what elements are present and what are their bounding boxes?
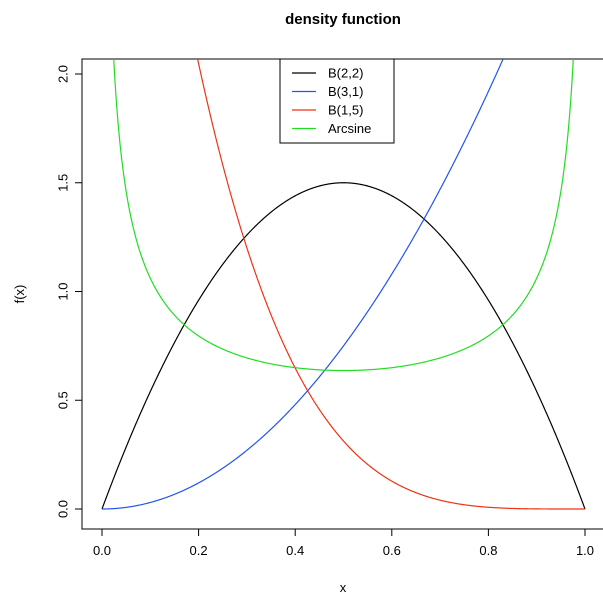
x-tick-label: 0.8: [479, 543, 497, 558]
x-axis-label: x: [340, 580, 347, 595]
legend: B(2,2) B(3,1) B(1,5) Arcsine: [279, 58, 395, 144]
series-line-arcsine: [113, 59, 574, 372]
y-axis-label: f(x): [12, 285, 27, 304]
series-line-b-1-5-: [196, 59, 585, 510]
legend-label: B(2,2): [328, 66, 363, 81]
y-tick-label: 0.0: [55, 500, 70, 518]
y-axis: 0.0 0.5 1.0 1.5 2.0: [55, 65, 83, 518]
x-axis: 0.0 0.2 0.4 0.6 0.8 1.0: [93, 528, 594, 558]
legend-label: B(3,1): [328, 84, 363, 99]
series-line-b-3-1-: [102, 59, 504, 510]
legend-label: B(1,5): [328, 103, 363, 118]
y-tick-label: 0.5: [55, 391, 70, 409]
x-tick-label: 1.0: [576, 543, 594, 558]
x-tick-label: 0.4: [286, 543, 304, 558]
y-tick-label: 1.0: [55, 282, 70, 300]
y-tick-label: 1.5: [55, 174, 70, 192]
x-tick-label: 0.2: [190, 543, 208, 558]
x-tick-label: 0.6: [383, 543, 401, 558]
x-tick-label: 0.0: [93, 543, 111, 558]
series-layer: [101, 59, 586, 510]
legend-label: Arcsine: [328, 121, 371, 136]
chart-title: density function: [285, 11, 401, 28]
y-tick-label: 2.0: [55, 65, 70, 83]
series-line-b-2-2-: [101, 182, 586, 510]
